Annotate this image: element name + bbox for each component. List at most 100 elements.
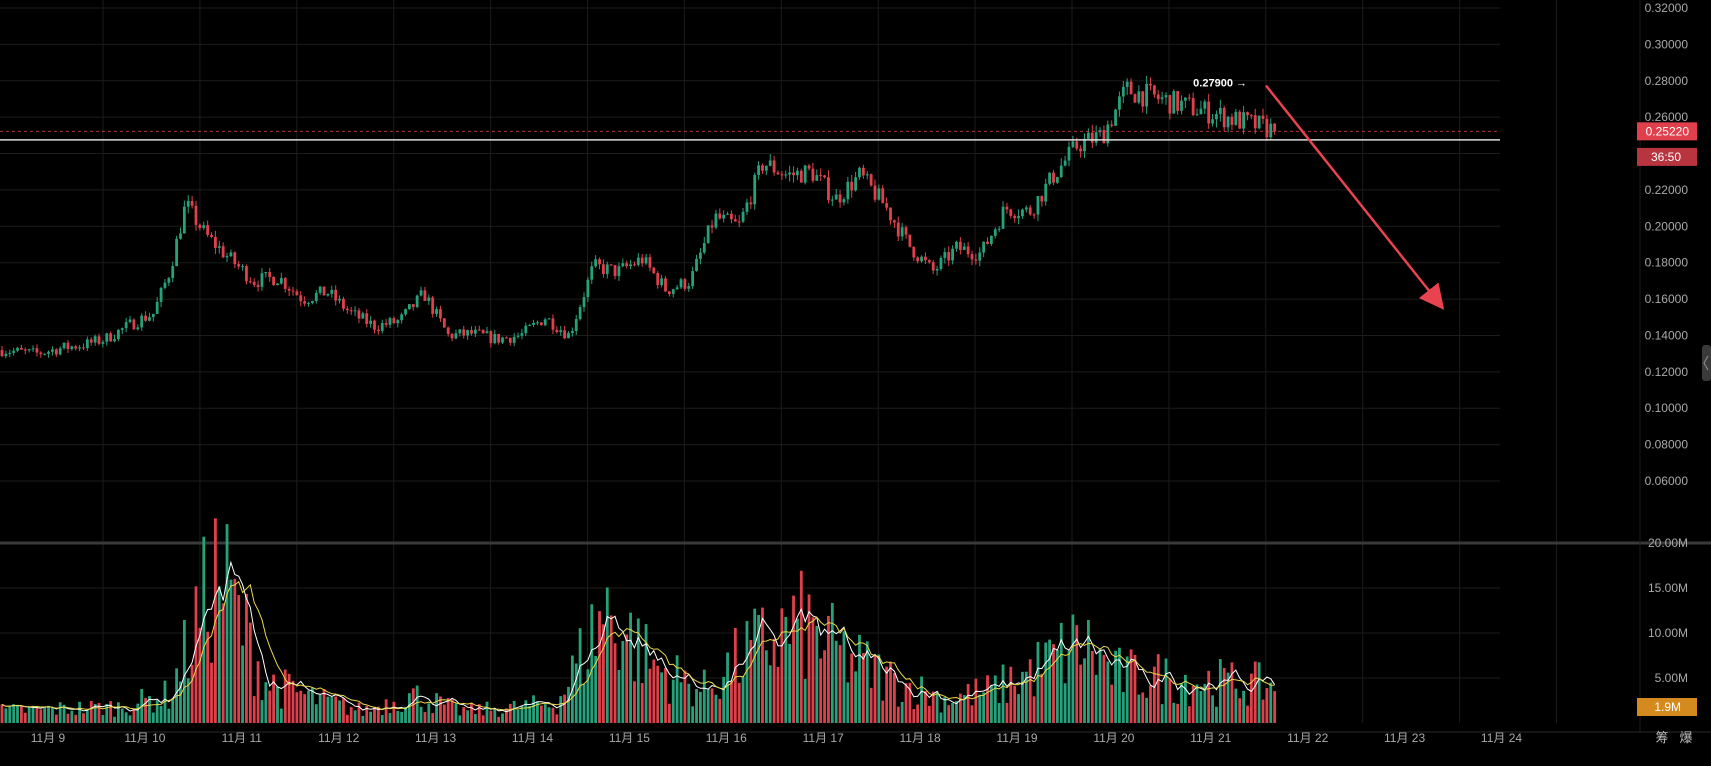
candle-body [842,199,846,203]
candle-body [299,295,303,302]
volume-bar [442,704,446,723]
volume-bar [796,618,799,723]
volume-bar [299,690,303,723]
candle-body [74,346,78,349]
candle-body [1218,107,1222,115]
candle-body [144,315,147,321]
candle-body [768,160,772,166]
candle-body [0,350,4,357]
volume-bar [470,702,473,723]
candle-body [970,254,974,260]
volume-bar [233,578,237,723]
candle-body [958,241,962,250]
candle-body [466,330,469,336]
candle-body [563,330,566,339]
candle-body [881,188,885,204]
candle-body [885,203,889,208]
volume-bar [970,705,974,723]
candle-body [1187,97,1191,99]
volume-bar [710,688,714,723]
candle-body [268,272,272,278]
candle-body [198,224,202,229]
volume-bars [0,518,1277,723]
candle-body [1234,111,1238,125]
candle-body [1017,216,1020,219]
candle-body [912,246,916,258]
volume-bar [749,639,753,723]
price-axis[interactable]: 0.320000.300000.280000.260000.240000.220… [1637,0,1697,732]
candle-body [838,194,842,203]
candle-body [186,201,190,207]
candle-body [609,264,613,266]
candle-body [780,174,784,176]
candle-body [1055,177,1059,183]
candle-body [353,310,357,312]
volume-bar [536,701,539,723]
volume-bar [784,616,788,723]
candle-body [726,213,729,215]
chevron-left-icon[interactable] [1703,355,1709,371]
candle-body [349,310,353,312]
volume-bar [1218,659,1222,723]
candle-body [815,175,819,181]
candle-body [788,172,792,175]
candle-body [357,310,361,319]
candle-body [617,266,621,277]
candle-body [524,325,528,334]
volume-bar [423,712,427,723]
volume-tick-label: 20.00M [1648,536,1688,550]
volume-bar [318,694,322,723]
candle-body [559,330,563,333]
candle-body [1222,107,1226,128]
candle-body [865,174,869,176]
candle-body [1253,115,1257,129]
volume-bar [1044,642,1048,723]
candle-body [1005,206,1009,210]
volume-axis[interactable]: 20.00M 15.00M 10.00M 5.00M 1.9M [1637,536,1697,716]
candle-body [8,352,12,354]
high-price-label: 0.27900 → [1193,78,1247,90]
volume-bar [1048,639,1051,723]
candle-body [1021,209,1024,217]
volume-bar [124,712,128,723]
volume-bar [1137,694,1141,723]
time-tick-label: 11月 14 [512,731,553,745]
volume-bar [1234,688,1238,723]
volume-bar [1172,702,1176,723]
volume-bar [524,700,528,723]
panel-handle[interactable] [1702,345,1711,381]
price-tick-label: 0.08000 [1645,438,1689,452]
volume-bar [675,655,679,723]
candle-body [342,298,345,309]
volume-bar [303,694,307,723]
candle-body [132,319,136,330]
candle-body [547,318,551,320]
price-tick-label: 0.10000 [1645,401,1689,415]
volume-bar [1125,656,1129,723]
candle-body [508,337,512,343]
candle-body [551,318,555,330]
volume-bar [912,709,916,723]
volume-bar [1184,674,1187,723]
time-axis[interactable]: 11月 9 11月 10 11月 11 11月 12 11月 13 11月 14 11月 1… [31,731,1523,745]
candle-body [248,281,252,283]
candle-body [439,309,442,319]
candle-body [796,170,799,176]
candle-body [667,291,671,294]
candle-body [252,281,256,285]
candle-body [167,278,171,283]
candle-body [644,257,648,264]
volume-bar [458,715,462,723]
volume-bar [287,673,291,723]
volume-bar [4,708,8,723]
volume-bar [865,641,869,723]
volume-bar [520,705,524,723]
price-tick-label: 0.28000 [1645,74,1689,88]
volume-bar [1133,654,1137,723]
right-edge-tools[interactable]: 筹爆 [1655,345,1711,745]
volume-bar [330,697,334,723]
volume-bar [1083,658,1086,723]
